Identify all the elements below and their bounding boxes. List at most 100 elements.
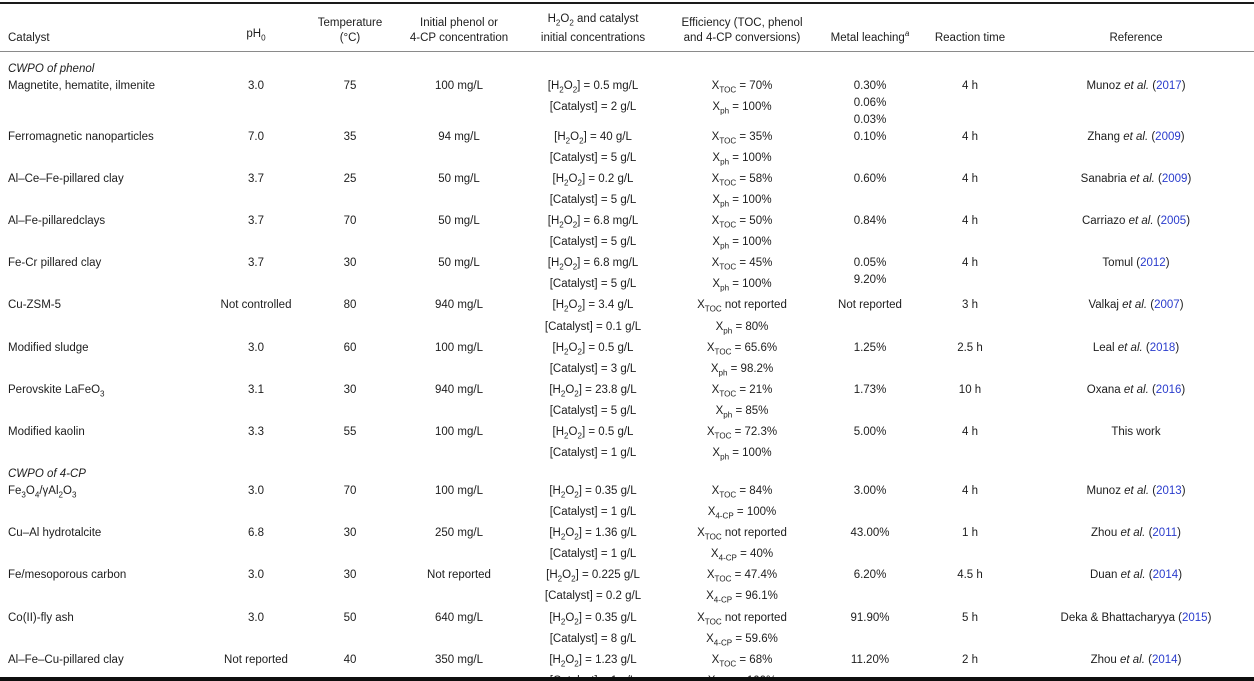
cell-time: 4.5 h <box>957 569 983 582</box>
et-al-label: et al. <box>1129 172 1155 185</box>
cell-temp: 75 <box>343 80 357 93</box>
cell-temp: 80 <box>343 299 357 312</box>
citation-year-link[interactable]: 2009 <box>1161 172 1188 185</box>
citation-year-link[interactable]: 2009 <box>1155 130 1181 143</box>
column-header-leaching: Metal leachinga <box>818 3 922 53</box>
cell-temp: 30 <box>343 383 357 396</box>
et-al-label: et al. <box>1123 383 1149 396</box>
cell-catalyst: Fe-Cr pillared clay <box>8 257 102 270</box>
table-row: Fe/mesoporous carbon 3.0 30 Not reported [H2… <box>0 567 1254 609</box>
cell-leaching: 11.20% <box>850 653 890 666</box>
table-row: Co(II)-fly ash 3.0 50 640 mg/L [H2O2] = 0.35… <box>0 610 1254 652</box>
header-row: Catalyst pH0 Temperature (°C) Initial phenol… <box>0 3 1254 53</box>
cell-conc: 940 mg/L <box>435 299 483 312</box>
cell-time: 2 h <box>962 653 978 666</box>
cell-conc: 100 mg/L <box>435 341 483 354</box>
cell-time: 3 h <box>962 299 978 312</box>
cell-catalyst: Fe3O4/γAl2O3 <box>8 484 77 500</box>
citation-year-link[interactable]: 2014 <box>1151 653 1178 666</box>
citation-year-link[interactable]: 2018 <box>1149 341 1176 354</box>
citation-year-link[interactable]: 2013 <box>1156 484 1182 497</box>
cell-reference: Oxana et al. (2016) <box>1086 383 1186 396</box>
cell-reagents: [H2O2] = 0.225 g/L [Catalyst] = 0.2 g/L <box>544 569 642 603</box>
cell-conc: 100 mg/L <box>435 80 483 93</box>
cell-leaching: Not reported <box>838 299 902 312</box>
column-header-temp: Temperature (°C) <box>302 3 398 53</box>
cell-efficiency: XTOC not reported X4-CP = 40% <box>697 527 787 563</box>
citation-year-link[interactable]: 2014 <box>1152 569 1179 582</box>
et-al-label: et al. <box>1120 653 1145 666</box>
cell-catalyst: Cu–Al hydrotalcite <box>8 527 102 540</box>
cell-reagents: [H2O2] = 40 g/L [Catalyst] = 5 g/L <box>549 130 637 164</box>
citation-year-link[interactable]: 2011 <box>1152 527 1178 540</box>
cell-ph: 3.3 <box>248 425 264 438</box>
citation-year-link[interactable]: 2012 <box>1140 257 1166 270</box>
cell-leaching: 1.73% <box>853 383 887 396</box>
cell-time: 4 h <box>962 172 978 185</box>
cell-time: 4 h <box>962 484 978 497</box>
section-header-row: CWPO of phenol <box>0 52 1254 78</box>
cell-efficiency: XTOC = 50% Xph = 100% <box>711 215 773 251</box>
cell-conc: 250 mg/L <box>435 527 483 540</box>
cell-leaching: 43.00% <box>850 527 890 540</box>
cell-reference: Munoz et al. (2017) <box>1086 80 1186 93</box>
cell-reagents: [H2O2] = 6.8 mg/L [Catalyst] = 5 g/L <box>547 215 639 249</box>
et-al-label: et al. <box>1117 341 1143 354</box>
cell-reagents: [H2O2] = 6.8 mg/L [Catalyst] = 5 g/L <box>547 257 639 291</box>
cell-ph: 3.0 <box>248 341 264 354</box>
cell-catalyst: Ferromagnetic nanoparticles <box>8 130 154 143</box>
cell-efficiency: XTOC = 65.6% Xph = 98.2% <box>706 341 778 377</box>
section-title: CWPO of phenol <box>8 63 95 76</box>
cell-reference: Munoz et al. (2013) <box>1086 484 1186 497</box>
cell-efficiency: XTOC not reported Xph = 80% <box>697 299 787 335</box>
citation-year-link[interactable]: 2005 <box>1160 215 1187 228</box>
cell-time: 4 h <box>962 80 978 93</box>
cell-leaching: 0.84% <box>853 215 887 228</box>
table-bottom-border <box>0 677 1254 681</box>
cell-efficiency: XTOC = 45% Xph = 100% <box>711 257 773 293</box>
cell-catalyst: Al–Fe–Cu-pillared clay <box>8 653 124 666</box>
section-header-row: CWPO of 4-CP <box>0 466 1254 483</box>
cell-catalyst: Perovskite LaFeO3 <box>8 383 105 399</box>
cell-ph: Not controlled <box>220 299 292 312</box>
cell-leaching: 0.30% 0.06% 0.03% <box>853 80 887 126</box>
cell-ph: Not reported <box>224 653 288 666</box>
cell-catalyst: Magnetite, hematite, ilmenite <box>8 80 156 93</box>
cell-reference: Carriazo et al. (2005) <box>1081 215 1191 228</box>
cell-conc: 940 mg/L <box>435 383 483 396</box>
table-row: Fe-Cr pillared clay 3.7 30 50 mg/L [H2O2] = … <box>0 255 1254 297</box>
cell-efficiency: XTOC not reported X4-CP = 59.6% <box>697 611 787 647</box>
cell-temp: 40 <box>343 653 357 666</box>
cell-time: 1 h <box>962 527 978 540</box>
cell-catalyst: Al–Ce–Fe-pillared clay <box>8 172 124 185</box>
cell-time: 10 h <box>958 383 982 396</box>
cell-efficiency: XTOC = 47.4% X4-CP = 96.1% <box>706 569 778 605</box>
cell-reagents: [H2O2] = 3.4 g/L [Catalyst] = 0.1 g/L <box>544 299 642 333</box>
cell-temp: 70 <box>343 484 357 497</box>
cell-conc: 50 mg/L <box>438 257 480 270</box>
cell-conc: 94 mg/L <box>438 130 480 143</box>
cell-time: 5 h <box>962 611 978 624</box>
cell-reference: Zhou et al. (2011) <box>1091 527 1181 540</box>
cell-leaching: 6.20% <box>853 569 887 582</box>
cell-leaching: 5.00% <box>853 425 887 438</box>
table-row: Cu-ZSM-5 Not controlled 80 940 mg/L [H2O2] =… <box>0 297 1254 339</box>
cell-temp: 55 <box>343 425 357 438</box>
et-al-label: et al. <box>1122 299 1148 312</box>
citation-year-link[interactable]: 2007 <box>1154 299 1180 312</box>
cell-catalyst: Modified sludge <box>8 341 89 354</box>
citation-year-link[interactable]: 2016 <box>1155 383 1182 396</box>
cell-ph: 3.7 <box>248 257 264 270</box>
cell-leaching: 3.00% <box>853 484 887 497</box>
citation-year-link[interactable]: 2015 <box>1182 611 1208 624</box>
cell-ph: 3.0 <box>248 611 264 624</box>
citation-year-link[interactable]: 2017 <box>1156 80 1182 93</box>
et-al-label: et al. <box>1128 215 1154 228</box>
et-al-label: et al. <box>1123 130 1149 143</box>
cell-reference: Zhang et al. (2009) <box>1087 130 1185 143</box>
cell-conc: 50 mg/L <box>438 215 480 228</box>
cell-ph: 3.7 <box>248 172 264 185</box>
et-al-label: et al. <box>1120 527 1146 540</box>
table-row: Modified kaolin 3.3 55 100 mg/L [H2O2] = 0.5… <box>0 424 1254 466</box>
